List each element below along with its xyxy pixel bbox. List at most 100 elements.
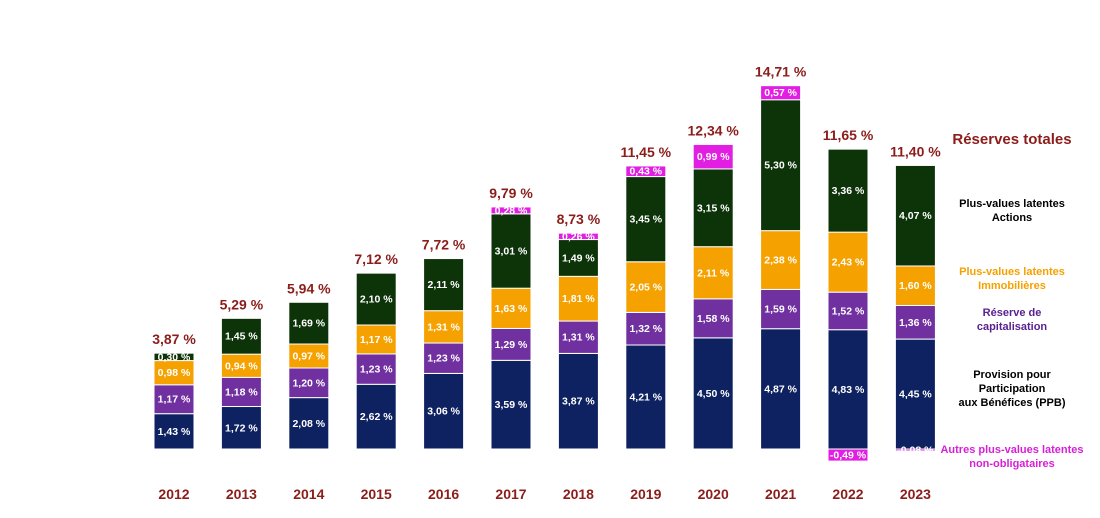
data-label-2016-s3: 2,11 %: [428, 279, 461, 291]
bar-segment-2017-s2: [490, 287, 532, 329]
data-label-2012-s2: 0,98 %: [158, 367, 191, 379]
data-label-2017-s1: 1,29 %: [495, 339, 528, 351]
bar-segment-2022-s1: [827, 291, 869, 331]
total-label-2016: 7,72 %: [422, 237, 466, 253]
data-label-2021-s3: 5,30 %: [764, 160, 797, 172]
legend-item-4-line-1: non-obligataires: [969, 458, 1055, 470]
legend-item-0-line-1: Actions: [992, 212, 1032, 224]
x-tick-label-2017: 2017: [495, 486, 526, 502]
bar-segment-2013-s0: [220, 406, 262, 450]
data-label-2018-s1: 1,31 %: [562, 332, 595, 344]
bar-segment-2019-s2: [625, 261, 667, 313]
bar-segment-2016-s2: [423, 310, 465, 344]
bar-segment-2022-s2: [827, 231, 869, 293]
data-label-2020-s4: 0,99 %: [697, 151, 730, 163]
data-label-2022-s4: -0,49 %: [830, 450, 867, 462]
data-label-2021-s2: 2,38 %: [764, 255, 797, 267]
bar-segment-2015-s2: [355, 324, 397, 355]
data-label-2020-s2: 2,11 %: [697, 267, 730, 279]
x-tick-label-2021: 2021: [765, 486, 796, 502]
data-label-2017-s0: 3,59 %: [495, 399, 528, 411]
bar-segment-2016-s3: [423, 258, 465, 312]
data-label-2015-s1: 1,23 %: [360, 364, 393, 376]
data-label-2022-s1: 1,52 %: [832, 305, 865, 317]
data-label-2012-s0: 1,43 %: [158, 426, 191, 438]
legend-item-2-line-0: Réserve de: [983, 307, 1042, 319]
data-label-2018-s0: 3,87 %: [562, 396, 595, 408]
bar-segment-2021-s0: [760, 328, 802, 450]
bar-segment-2014-s0: [288, 397, 330, 450]
data-label-2017-s3: 3,01 %: [495, 246, 528, 258]
data-label-2019-s3: 3,45 %: [629, 214, 662, 226]
x-tick-label-2012: 2012: [158, 486, 189, 502]
bar-segment-2016-s1: [423, 342, 465, 374]
data-label-2020-s1: 1,58 %: [697, 313, 730, 325]
data-label-2014-s2: 0,97 %: [292, 351, 325, 363]
data-label-2017-s4: 0,28 %: [495, 205, 528, 217]
bar-segment-2020-s2: [692, 246, 734, 300]
bar-segment-2012-s1: [153, 384, 195, 415]
bar-segment-2021-s2: [760, 230, 802, 290]
data-label-2023-s4: -0,08 %: [897, 444, 934, 456]
data-label-2022-s2: 2,43 %: [832, 257, 865, 269]
total-label-2012: 3,87 %: [152, 331, 196, 347]
bar-segment-2023-s4: [894, 448, 936, 452]
data-label-2019-s2: 2,05 %: [629, 282, 662, 294]
x-tick-label-2020: 2020: [698, 486, 729, 502]
data-label-2014-s1: 1,20 %: [292, 377, 325, 389]
bar-segment-2015-s1: [355, 353, 397, 385]
bar-segment-2014-s3: [288, 301, 330, 345]
bar-segment-2019-s3: [625, 176, 667, 263]
legend-title: Réserves totales: [952, 131, 1071, 148]
data-label-2018-s4: 0,26 %: [562, 231, 595, 243]
data-label-2013-s0: 1,72 %: [225, 422, 258, 434]
x-tick-label-2016: 2016: [428, 486, 459, 502]
legend-item-0-line-0: Plus-values latentes: [959, 198, 1065, 210]
data-label-2016-s0: 3,06 %: [427, 406, 460, 418]
bar-segment-2012-s3: [153, 352, 195, 362]
data-label-2012-s3: 0,30 %: [158, 351, 191, 363]
data-label-2015-s0: 2,62 %: [360, 411, 393, 423]
bar-segment-2017-s0: [490, 359, 532, 450]
total-label-2015: 7,12 %: [354, 251, 398, 267]
x-tick-label-2014: 2014: [293, 486, 324, 502]
data-label-2019-s4: 0,43 %: [629, 166, 662, 178]
data-label-2020-s0: 4,50 %: [697, 388, 730, 400]
legend-item-1-line-1: Immobilières: [978, 280, 1046, 292]
bar-segment-2018-s4: [557, 232, 599, 241]
data-label-2018-s3: 1,49 %: [562, 252, 595, 264]
bar-segment-2020-s1: [692, 298, 734, 339]
x-tick-label-2019: 2019: [630, 486, 661, 502]
x-tick-label-2015: 2015: [361, 486, 392, 502]
bar-segment-2018-s2: [557, 275, 599, 322]
bar-segment-2022-s3: [827, 148, 869, 233]
x-tick-label-2018: 2018: [563, 486, 594, 502]
total-label-2014: 5,94 %: [287, 280, 331, 296]
bar-segment-2012-s0: [153, 413, 195, 450]
bar-segment-2013-s3: [220, 317, 262, 355]
data-label-2023-s2: 1,60 %: [899, 280, 932, 292]
bar-segment-2020-s4: [692, 143, 734, 170]
bar-segment-2019-s4: [625, 165, 667, 178]
total-label-2022: 11,65 %: [823, 127, 874, 143]
legend-item-4-line-0: Autres plus-values latentes: [940, 444, 1083, 456]
bar-segment-2018-s0: [557, 352, 599, 450]
data-label-2019-s0: 4,21 %: [629, 392, 662, 404]
total-label-2021: 14,71 %: [755, 64, 807, 80]
legend-item-1-line-0: Plus-values latentes: [959, 266, 1065, 278]
data-label-2018-s2: 1,81 %: [562, 293, 595, 305]
data-label-2017-s2: 1,63 %: [495, 303, 528, 315]
data-label-2013-s1: 1,18 %: [225, 386, 258, 398]
legend-item-3-line-1: Participation: [979, 383, 1046, 395]
bar-segment-2020-s3: [692, 168, 734, 248]
bar-segment-2017-s1: [490, 327, 532, 361]
total-label-2013: 5,29 %: [220, 296, 264, 312]
bar-segment-2023-s3: [894, 164, 936, 267]
x-tick-label-2022: 2022: [832, 486, 863, 502]
data-label-2020-s3: 3,15 %: [697, 202, 730, 214]
bar-segment-2015-s3: [355, 272, 397, 326]
data-label-2023-s0: 4,45 %: [899, 389, 932, 401]
bar-segment-2019-s1: [625, 311, 667, 346]
bar-segment-2023-s1: [894, 304, 936, 340]
